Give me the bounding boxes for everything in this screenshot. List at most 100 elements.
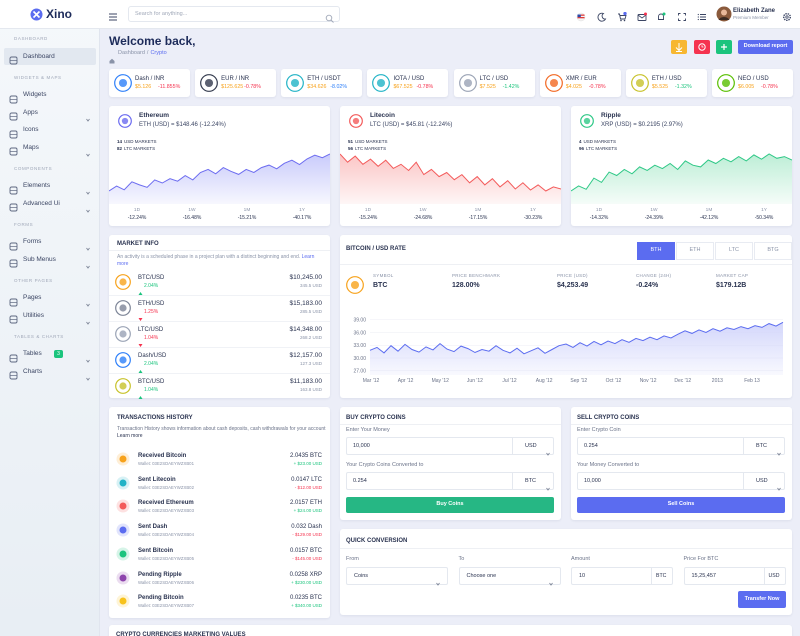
download-button[interactable]: Download report	[738, 40, 793, 54]
menu-item[interactable]: Sub Menus	[4, 251, 96, 269]
menu-item[interactable]: Icons	[4, 122, 96, 139]
ticker-price: $5.525	[651, 84, 669, 90]
header-icon[interactable]	[617, 9, 627, 22]
card-title: TRANSACTIONS HISTORY	[117, 415, 193, 421]
tab[interactable]: ETH	[676, 242, 714, 260]
home-icon	[109, 51, 115, 64]
transfer-button[interactable]: Transfer Now	[738, 591, 786, 608]
converted-input[interactable]: 0.254 BTC	[346, 472, 554, 491]
chevron	[85, 110, 91, 122]
menu-item[interactable]: Apps	[4, 104, 96, 122]
header-icon[interactable]	[637, 9, 647, 21]
menu-item[interactable]: Advanced Ui	[4, 195, 96, 213]
market-info-card: MARKET INFO An activity is a scheduled ph…	[109, 235, 330, 399]
amount-input[interactable]: 0.254 BTC	[577, 437, 785, 456]
tab[interactable]: LTC	[715, 242, 753, 260]
search-box[interactable]: Search for anything...	[128, 6, 340, 23]
menu-label: Widgets	[23, 91, 47, 98]
y-tick-label: 30.00	[353, 356, 366, 362]
menu-item[interactable]: Maps	[4, 139, 96, 157]
header-icon[interactable]	[697, 9, 707, 21]
action-button[interactable]	[716, 40, 732, 54]
price: $14,348.00	[289, 326, 322, 333]
field-value: 15,25,457	[691, 573, 716, 579]
market-number: 96	[579, 146, 585, 151]
ticker-card[interactable]: LTC / USD $7.525 -1.42%	[453, 69, 535, 97]
header-icon[interactable]	[597, 9, 607, 22]
avatar[interactable]	[716, 6, 732, 22]
ticker-card[interactable]: IOTA / USD $67.525 -0.78%	[367, 69, 449, 97]
action-button[interactable]	[694, 40, 710, 54]
sell-button[interactable]: Sell Coins	[577, 497, 785, 513]
tx-icon	[116, 571, 130, 585]
tab[interactable]: BTG	[754, 242, 792, 260]
menu-item[interactable]: Tables 3	[4, 346, 96, 363]
chevron-svg	[86, 247, 90, 251]
period-label: 1Y	[761, 208, 767, 213]
menu-item[interactable]: Widgets	[4, 87, 96, 104]
coin-name: Ripple	[601, 112, 621, 119]
header-icon[interactable]	[677, 9, 687, 21]
line	[340, 153, 561, 192]
trend-arrow-svg	[138, 370, 143, 373]
field-value: Coins	[354, 573, 369, 579]
action-button[interactable]	[671, 40, 687, 54]
field-input[interactable]: 15,25,457 USD	[683, 567, 786, 585]
coin-icon-svg	[346, 276, 364, 294]
ticker-card[interactable]: Dash / INR $5.126 -11.855%	[109, 69, 190, 97]
field-label: From	[346, 556, 359, 562]
x-tick-label: Mar '12	[363, 378, 380, 384]
amount-input[interactable]: 10,000 USD	[346, 437, 554, 456]
ticker-card[interactable]: ETH / USD $5.525 -1.32%	[625, 69, 707, 97]
market-number: 82	[117, 146, 123, 151]
breadcrumb: Dashboard / Crypto	[118, 50, 167, 57]
menu-item[interactable]: Elements	[4, 178, 96, 195]
field-input[interactable]: Coins	[346, 567, 448, 586]
ticker-card[interactable]: NEO / USD $6.005 -0.78%	[712, 69, 794, 97]
period-change: -40.17%	[292, 215, 312, 221]
menu-label: Charts	[23, 367, 43, 375]
menu-icon-svg	[9, 56, 18, 65]
tx-wallet: Wallet: 03E2SDAEYWZXB03	[138, 508, 194, 514]
x-tick-label: May '12	[432, 378, 450, 384]
menu-item[interactable]: Forms	[4, 234, 96, 251]
market-count: 51 USD MARKETS	[348, 139, 388, 145]
chevron	[85, 351, 91, 363]
chevron-svg	[548, 582, 553, 586]
ticker-card[interactable]: XMR / EUR $4.025 -0.78%	[539, 69, 621, 97]
menu-item[interactable]: Charts	[4, 363, 96, 381]
menu-icon-svg	[9, 95, 18, 103]
action-icon	[716, 40, 732, 54]
header-icon[interactable]	[576, 9, 586, 22]
coin-icon-svg	[372, 74, 391, 92]
period-label: 1W	[188, 208, 196, 213]
header-icon[interactable]	[656, 9, 666, 20]
ticker-card[interactable]: ETH / USDT $34.626 -8.02%	[281, 69, 363, 97]
menu-item[interactable]: Utilities	[4, 307, 96, 325]
tab[interactable]: BTH	[637, 242, 675, 260]
field-input[interactable]: 10 BTC	[571, 567, 673, 585]
learn-more-link[interactable]: Learn more	[117, 254, 315, 267]
trend-arrow	[138, 335, 143, 347]
market-count: 14 USD MARKETS	[117, 139, 157, 145]
stat-value: 128.00%	[452, 282, 480, 289]
tx-icon-svg	[116, 594, 130, 608]
tab-label: BTH	[650, 247, 662, 254]
ticker-card[interactable]: EUR / INR $125.625 -0.78%	[195, 69, 277, 97]
chevron	[776, 479, 782, 491]
menu-icon	[9, 52, 18, 65]
ticker-pair: NEO / USD	[738, 76, 769, 82]
converted-input[interactable]: 10,000 USD	[577, 472, 785, 491]
period-change: -24.39%	[644, 215, 664, 221]
menu-label: Elements	[23, 182, 51, 189]
period-label: 1Y	[530, 208, 536, 213]
settings-icon[interactable]	[782, 9, 792, 21]
field-input[interactable]: Choose one	[458, 567, 561, 586]
period-label: 1W	[419, 208, 427, 213]
buy-button[interactable]: Buy Coins	[346, 497, 554, 513]
learn-more-link[interactable]: Learn more	[117, 433, 143, 439]
menu-toggle[interactable]	[108, 9, 118, 21]
coin-quote: XRP (USD) = $0.2195 (2.97%)	[601, 122, 683, 128]
menu-item[interactable]: Pages	[4, 290, 96, 307]
menu-item[interactable]: Dashboard	[4, 48, 96, 65]
